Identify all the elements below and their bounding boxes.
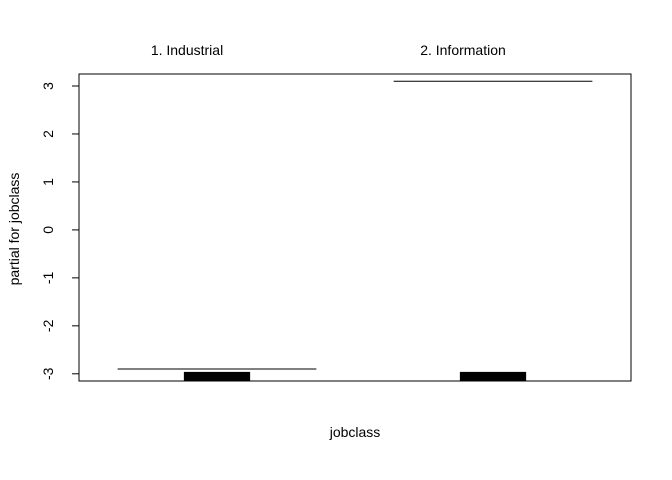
y-tick-label: 1 bbox=[40, 178, 56, 186]
y-tick-label: -1 bbox=[40, 271, 56, 284]
y-tick-label: -2 bbox=[40, 319, 56, 332]
plot-frame bbox=[78, 73, 632, 382]
x-axis-label: jobclass bbox=[329, 424, 381, 440]
y-tick-label: 3 bbox=[40, 82, 56, 90]
y-tick-label: -3 bbox=[40, 367, 56, 380]
y-axis: -3 -2 -1 0 1 2 3 bbox=[40, 82, 79, 380]
y-axis-label: partial for jobclass bbox=[6, 173, 22, 286]
category-labels: 1. Industrial 2. Information bbox=[151, 42, 506, 58]
rug-marker bbox=[183, 371, 251, 381]
chart-marks bbox=[117, 80, 593, 381]
y-tick-label: 2 bbox=[40, 130, 56, 138]
category-label: 2. Information bbox=[420, 42, 506, 58]
category-label: 1. Industrial bbox=[151, 42, 223, 58]
y-tick-label: 0 bbox=[40, 226, 56, 234]
rug-marker bbox=[459, 371, 527, 381]
